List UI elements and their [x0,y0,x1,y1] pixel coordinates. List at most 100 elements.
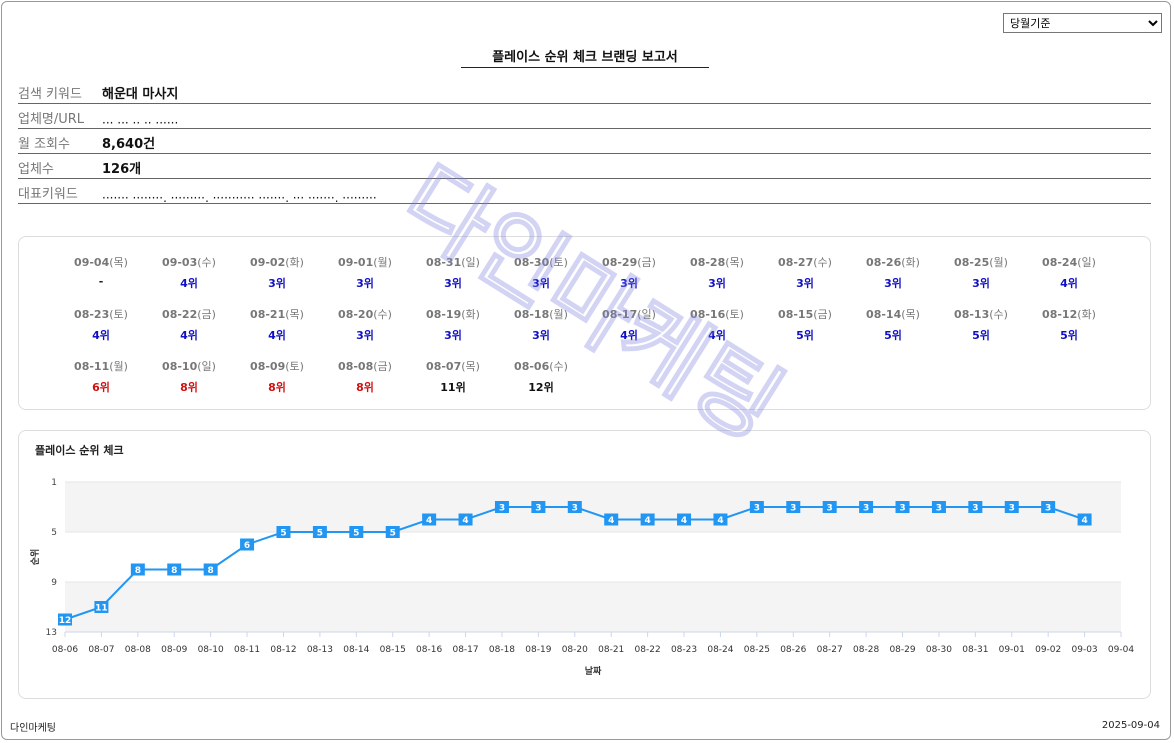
daily-rank-day: 09-04 [74,256,110,269]
daily-rank-date: 08-13(수) [937,306,1025,322]
daily-rank-day: 08-10 [162,360,198,373]
data-point [349,526,364,538]
x-tick-label: 08-07 [88,645,114,655]
data-point [494,501,509,513]
daily-rank-value: 5위 [884,329,902,342]
info-row-monthly-views: 월 조회수 8,640건 [18,130,1151,154]
daily-rank-value: 3위 [356,277,374,290]
daily-rank-item: 08-24(일) 4위 [1025,254,1113,291]
daily-rank-date: 08-24(일) [1025,254,1113,270]
x-tick-label: 08-06 [52,645,78,655]
daily-rank-day: 08-14 [866,308,902,321]
info-label: 업체명/URL [18,112,85,127]
data-point [567,501,582,513]
daily-rank-day: 08-06 [514,360,550,373]
data-label: 5 [317,529,323,539]
info-row-business-count: 업체수 126개 [18,155,1151,179]
daily-rank-item: 08-15(금) 5위 [761,306,849,343]
x-tick-label: 09-01 [999,645,1025,655]
chart-panel: 플레이스 순위 체크 1 5 9 13 08-06 08-07 08-08 08-09 08-1… [18,430,1151,699]
daily-rank-item: 08-16(토) 4위 [673,306,761,343]
daily-rank-day: 08-18 [514,308,550,321]
daily-rank-weekday: (금) [197,308,216,321]
x-tick-label: 08-17 [452,645,478,655]
data-label: 4 [717,516,723,526]
x-tick-label: 08-27 [817,645,843,655]
daily-rank-value: 3위 [532,329,550,342]
info-value: 8,640건 [102,137,156,152]
x-tick-label: 08-15 [380,645,406,655]
daily-rank-day: 08-08 [338,360,374,373]
daily-rank-value: 4위 [1060,277,1078,290]
daily-rank-date: 08-26(화) [849,254,937,270]
daily-rank-day: 08-20 [338,308,374,321]
y-tick-label: 1 [51,478,57,488]
daily-rank-item: 08-14(목) 5위 [849,306,937,343]
daily-rank-value: 5위 [1060,329,1078,342]
data-label: 6 [244,541,250,551]
period-select[interactable]: 당월기준 [1003,13,1162,33]
y-tick-label: 5 [51,528,57,538]
x-tick-label: 09-04 [1108,645,1134,655]
data-point [422,513,437,526]
data-point [458,513,473,526]
daily-rank-value: 4위 [268,329,286,342]
chart-title: 플레이스 순위 체크 [35,444,124,457]
x-tick-label: 08-18 [489,645,515,655]
daily-rank-day: 08-29 [602,256,638,269]
info-value: 해운대 마사지 [102,87,179,102]
daily-rank-date: 08-17(일) [585,306,673,322]
daily-rank-date: 08-19(화) [409,306,497,322]
daily-rank-weekday: (금) [637,256,656,269]
daily-rank-day: 08-15 [778,308,814,321]
daily-rank-value: 8위 [180,381,198,394]
daily-rank-weekday: (일) [1077,256,1096,269]
data-label: 3 [936,504,942,514]
grid-band [65,532,1121,582]
data-point [1004,501,1019,513]
data-point [312,526,327,538]
info-label: 업체수 [18,162,54,177]
daily-rank-weekday: (금) [373,360,392,373]
daily-rank-item: 08-26(화) 3위 [849,254,937,291]
data-point [968,501,983,513]
data-label: 5 [280,529,286,539]
info-row-business-url: 업체명/URL ··· ··· ·· ·· ······ [18,105,1151,129]
info-value: ······· ········, ·········, ···········… [102,191,377,202]
info-row-main-keywords: 대표키워드 ······· ········, ·········, ·····… [18,180,1151,204]
daily-rank-day: 08-28 [690,256,726,269]
daily-rank-value: 5위 [972,329,990,342]
x-tick-label: 09-03 [1072,645,1098,655]
data-point [786,501,801,513]
daily-rank-item: 08-18(월) 3위 [497,306,585,343]
daily-rank-day: 09-03 [162,256,198,269]
x-tick-label: 08-14 [343,645,369,655]
daily-rank-value: 3위 [444,277,462,290]
data-label: 12 [59,616,72,626]
daily-rank-weekday: (일) [637,308,656,321]
data-point [203,563,218,576]
footer-company: 다인마케팅 [10,723,56,734]
daily-rank-day: 08-24 [1042,256,1078,269]
daily-rank-value: - [98,275,104,288]
info-row-keyword: 검색 키워드 해운대 마사지 [18,80,1151,104]
daily-rank-item: 08-20(수) 3위 [321,306,409,343]
daily-rank-date: 09-01(월) [321,254,409,270]
data-point [640,513,655,526]
daily-rank-day: 08-31 [426,256,462,269]
daily-rank-item: 08-06(수) 12위 [497,358,585,395]
daily-rank-weekday: (수) [197,256,216,269]
daily-rank-weekday: (일) [461,256,480,269]
daily-rank-item: 08-23(토) 4위 [57,306,145,343]
daily-rank-weekday: (목) [109,256,128,269]
daily-rank-value: 8위 [356,381,374,394]
info-table: 검색 키워드 해운대 마사지 업체명/URL ··· ··· ·· ·· ···… [18,80,1151,205]
daily-rank-date: 08-22(금) [145,306,233,322]
daily-rank-date: 08-08(금) [321,358,409,374]
data-label: 4 [426,516,432,526]
data-label: 3 [572,504,578,514]
daily-rank-weekday: (토) [549,256,568,269]
x-tick-label: 08-12 [270,645,296,655]
daily-rank-weekday: (일) [197,360,216,373]
daily-rank-day: 08-19 [426,308,462,321]
